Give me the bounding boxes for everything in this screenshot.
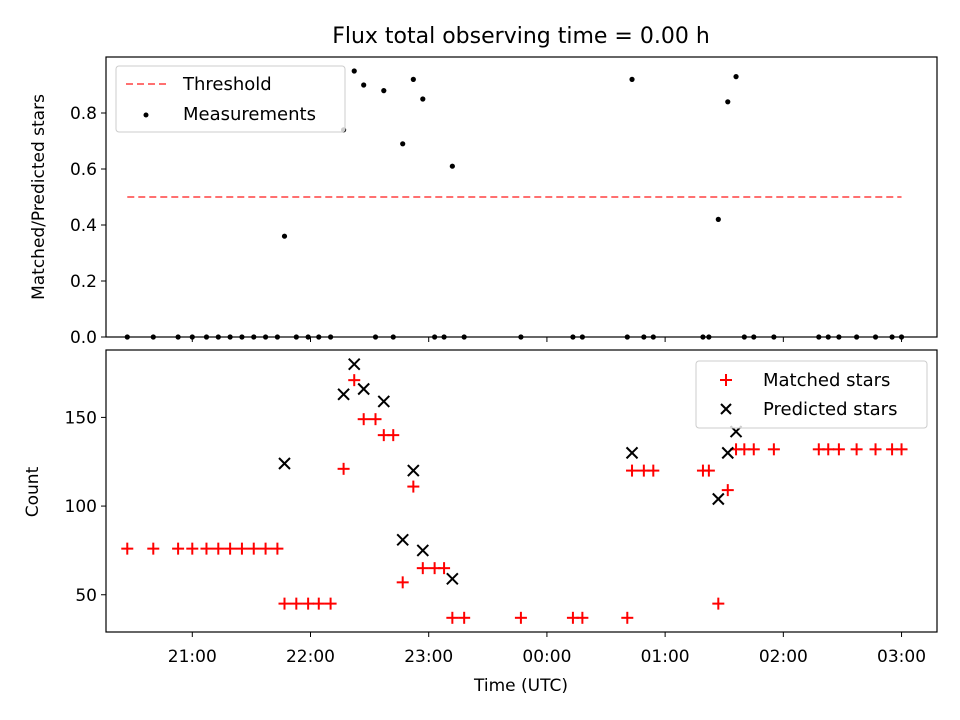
top-ytick-label: 0.2 — [70, 272, 97, 292]
measurement-point — [411, 77, 416, 82]
legend-threshold-label: Threshold — [182, 74, 272, 95]
measurement-point — [716, 217, 721, 222]
top-ytick-label: 0.6 — [70, 160, 97, 180]
bottom-xtick-label: 01:00 — [641, 647, 690, 667]
bottom-xtick-label: 00:00 — [522, 647, 571, 667]
top-ylabel: Matched/Predicted stars — [29, 94, 49, 300]
bottom-xtick-label: 02:00 — [759, 647, 808, 667]
bottom-ytick-label: 50 — [75, 586, 97, 606]
top-ytick-label: 0.0 — [70, 328, 97, 348]
measurement-point — [381, 88, 386, 93]
measurement-point — [450, 164, 455, 169]
bottom-ylabel: Count — [23, 466, 43, 517]
measurement-point — [629, 77, 634, 82]
measurement-point — [420, 96, 425, 101]
bottom-xtick-label: 21:00 — [168, 647, 217, 667]
bottom-ytick-label: 150 — [65, 408, 97, 428]
chart-title: Flux total observing time = 0.00 h — [332, 24, 710, 49]
bottom-ytick-label: 100 — [65, 497, 97, 517]
legend-measurements-label: Measurements — [183, 104, 316, 125]
measurement-point — [400, 141, 405, 146]
top-legend: Threshold Measurements — [116, 66, 345, 132]
measurement-point — [733, 74, 738, 79]
measurement-point — [352, 68, 357, 73]
top-ytick-label: 0.8 — [70, 104, 97, 124]
measurement-point — [725, 99, 730, 104]
bottom-xlabel: Time (UTC) — [473, 676, 568, 696]
legend-predicted-label: Predicted stars — [763, 399, 897, 420]
legend-measurements-swatch — [144, 113, 149, 118]
bottom-legend: Matched stars Predicted stars — [696, 361, 927, 428]
legend-matched-label: Matched stars — [763, 370, 890, 391]
bottom-xtick-label: 23:00 — [404, 647, 453, 667]
bottom-xtick-label: 03:00 — [877, 647, 926, 667]
measurement-point — [361, 82, 366, 87]
measurement-point — [282, 234, 287, 239]
chart-figure: Flux total observing time = 0.00 h Match… — [0, 0, 960, 720]
bottom-xtick-label: 22:00 — [286, 647, 335, 667]
top-ytick-label: 0.4 — [70, 216, 97, 236]
